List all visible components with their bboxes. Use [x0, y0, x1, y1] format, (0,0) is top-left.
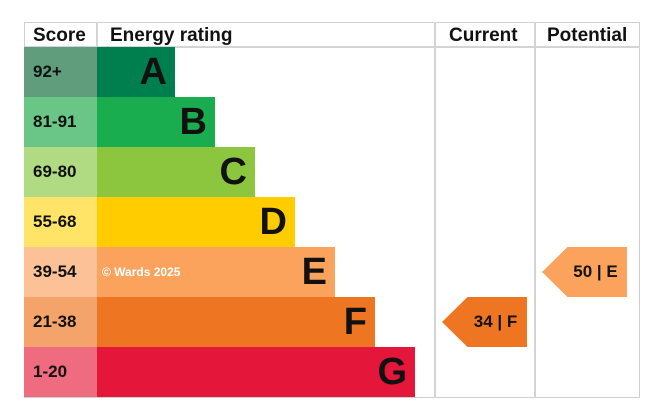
rating-bar-a: A [97, 47, 175, 97]
header-score: Score [33, 25, 86, 46]
watermark: © Wards 2025 [102, 265, 181, 279]
score-range-d: 55-68 [24, 197, 97, 247]
rating-bar-f: F [97, 297, 375, 347]
score-range-e: 39-54 [24, 247, 97, 297]
score-range-a: 92+ [24, 47, 97, 97]
header-current: Current [449, 25, 518, 46]
rating-bar-g: G [97, 347, 415, 397]
score-range-f: 21-38 [24, 297, 97, 347]
header-potential: Potential [547, 25, 628, 46]
rating-bar-b: B [97, 97, 215, 147]
header-energy-rating: Energy rating [110, 25, 233, 46]
column-divider [534, 22, 536, 398]
rating-bar-d: D [97, 197, 295, 247]
header-divider [24, 46, 640, 48]
score-range-c: 69-80 [24, 147, 97, 197]
rating-bar-c: C [97, 147, 255, 197]
score-range-g: 1-20 [24, 347, 97, 397]
score-range-b: 81-91 [24, 97, 97, 147]
rating-bar-e: E [97, 247, 335, 297]
column-divider [434, 22, 436, 398]
